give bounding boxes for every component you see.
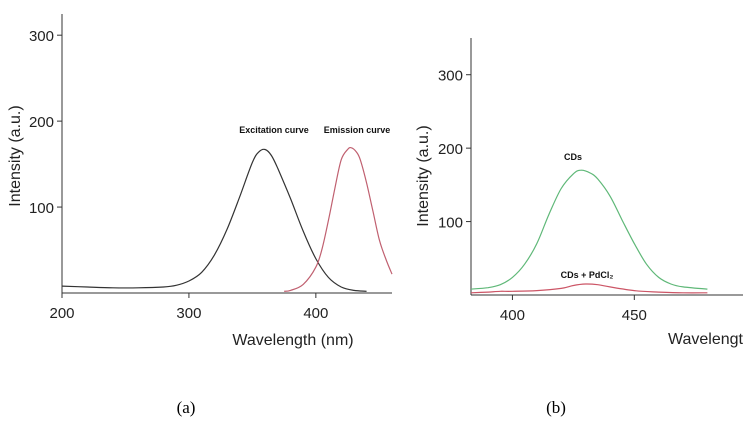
panel-b-y-tick-label: 300 <box>438 68 463 85</box>
panel-b: 400 450 100 200 300 Wavelength (nm) Intensi… <box>415 38 744 417</box>
panel-b-annotation-cds: CDs <box>564 152 582 162</box>
panel-b-x-tick-label: 400 <box>500 307 525 324</box>
panel-b-y-tick-label: 100 <box>438 215 463 232</box>
panel-a-series-line-0 <box>61 148 367 292</box>
panel-b-y-label: Intensity (a.u.) <box>415 125 432 226</box>
panel-b-series-line-0 <box>470 169 708 290</box>
panel-a-x-tick-label: 400 <box>303 305 328 322</box>
panel-a-y-tick-label: 300 <box>29 28 54 45</box>
panel-a-caption: (a) <box>177 398 196 417</box>
panel-a-y-tick-label: 200 <box>29 114 54 131</box>
panel-b-series-line-1 <box>470 283 708 294</box>
panel-b-x-label: Wavelength (nm) <box>668 331 744 348</box>
panel-a-annotation-excitation: Excitation curve <box>239 125 309 135</box>
panel-a-x-tick-label: 300 <box>176 305 201 322</box>
panel-a-y-tick-label: 100 <box>29 200 54 217</box>
panel-a-x-label: Wavelength (nm) <box>232 332 353 349</box>
panel-a-annotation-emission: Emission curve <box>324 125 391 135</box>
panel-b-x-tick-label: 450 <box>622 307 647 324</box>
panel-a-x-tick-label: 200 <box>49 305 74 322</box>
panel-b-y-tick-label: 200 <box>438 141 463 158</box>
panel-a-y-label: Intensity (a.u.) <box>7 105 24 206</box>
panel-b-caption: (b) <box>546 398 566 417</box>
panel-b-annotation-cds-pdcl2: CDs + PdCl₂ <box>561 270 614 280</box>
panel-a: 200 300 400 100 200 300 Wavelength (nm) Inte… <box>7 14 393 417</box>
panel-a-series-line-1 <box>283 146 393 292</box>
